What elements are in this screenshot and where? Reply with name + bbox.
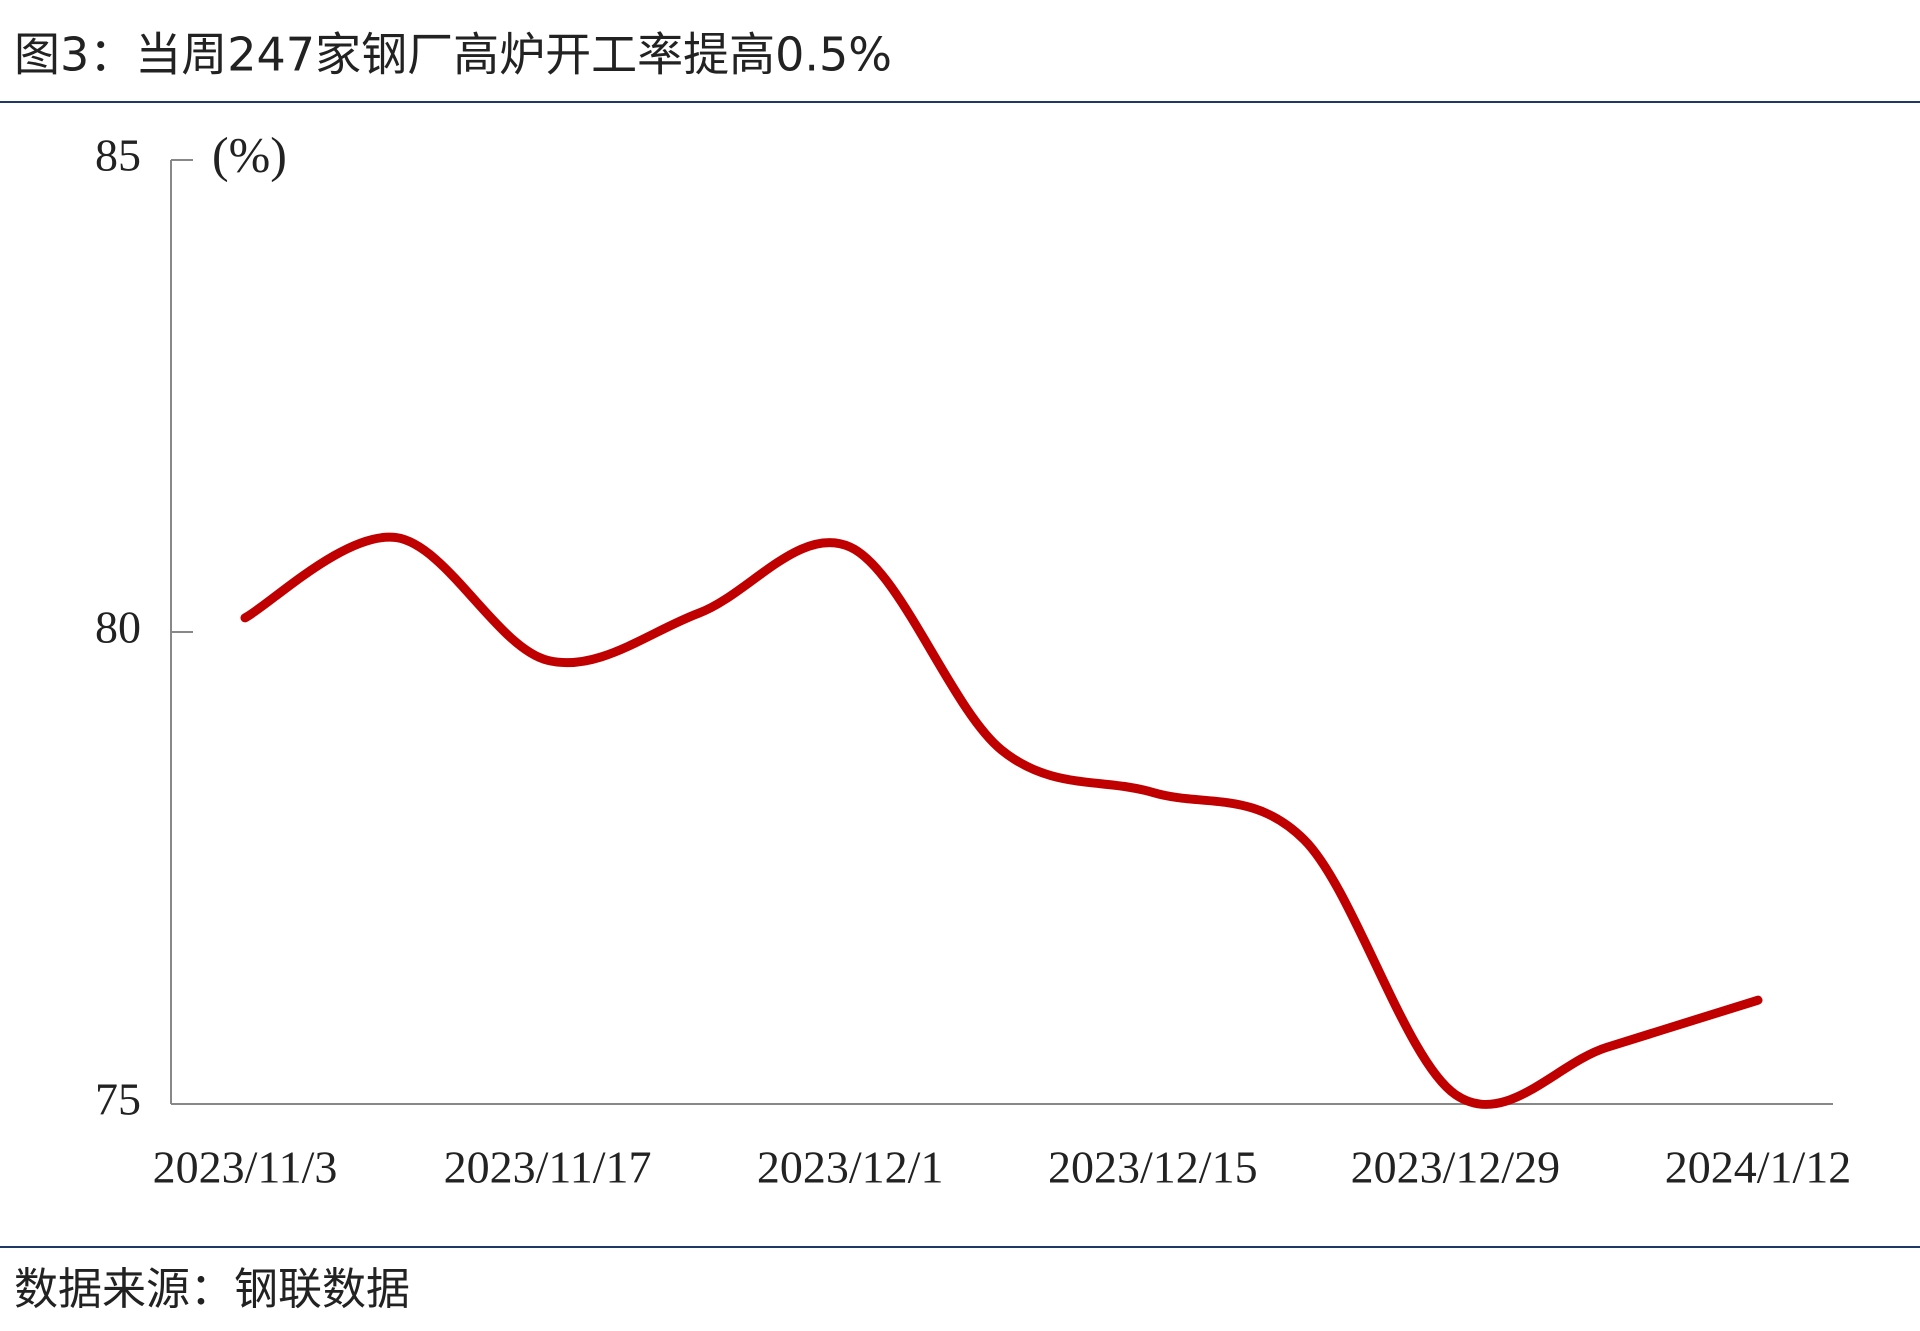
x-tick-label: 2023/12/29 [1351,1142,1561,1193]
series-line [240,532,1763,1109]
x-tick-label: 2023/12/1 [757,1142,944,1193]
x-tick-label: 2023/12/15 [1048,1142,1258,1193]
chart-title: 图3：当周247家钢厂高炉开工率提高0.5% [14,28,892,82]
y-tick-label: 85 [95,130,141,181]
x-tick-label: 2023/11/3 [153,1142,338,1193]
y-tick-label: 80 [95,602,141,653]
x-tick-label: 2023/11/17 [444,1142,652,1193]
x-tick-label: 2024/1/12 [1665,1142,1852,1193]
source-note: 数据来源：钢联数据 [14,1264,410,1315]
y-tick-label: 75 [95,1074,141,1125]
y-axis-unit: (%) [212,126,287,182]
